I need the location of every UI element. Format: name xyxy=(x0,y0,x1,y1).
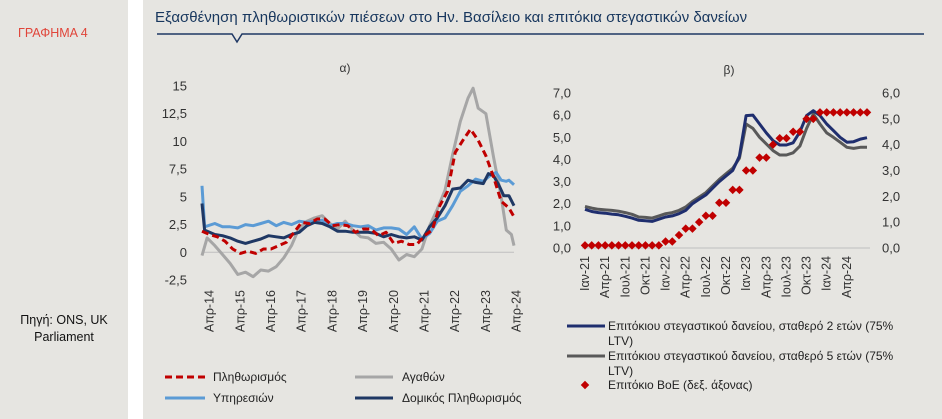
chart-a-x-tick-label: Απρ-18 xyxy=(325,290,339,332)
panel-label-b: β) xyxy=(724,63,735,77)
chart-b-y-tick-label: 5,0 xyxy=(553,130,571,145)
chart-a-x-tick-label: Απρ-16 xyxy=(264,290,278,332)
legend-label-mortgage-5y: Επιτόκιου στεγαστικού δανείου, σταθερό 5… xyxy=(608,349,894,378)
figure-label: ΓΡΑΦΗΜΑ 4 xyxy=(18,26,88,40)
source-note: Πηγή: ONS, UK Parliament xyxy=(0,312,128,346)
legend-label-inflation: Πληθωρισμός xyxy=(213,370,287,384)
chart-a-x-tick-label: Απρ-22 xyxy=(448,290,462,332)
source-line-2: Parliament xyxy=(34,330,94,344)
main-panel xyxy=(143,0,942,419)
chart-b-series-line-1 xyxy=(584,112,867,220)
chart-a-y-tick-label: 7,5 xyxy=(169,162,187,177)
chart-b-x-tick-label: Οκτ-22 xyxy=(719,256,733,295)
page-title: Εξασθένηση πληθωριστικών πιέσεων στο Ην.… xyxy=(155,9,748,26)
chart-b-y2-tick-label: 5,0 xyxy=(882,111,900,126)
chart-b-x-tick-label: Ιαν-22 xyxy=(659,256,673,291)
chart-a-x-tick-label: Απρ-17 xyxy=(295,290,309,332)
chart-b-y2-tick-label: 3,0 xyxy=(882,163,900,178)
chart-b-x-tick-label: Απρ-23 xyxy=(759,256,773,298)
panel-label-a: α) xyxy=(340,61,351,75)
chart-a-series-line-1 xyxy=(200,86,516,279)
chart-a-y-tick-label: 12,5 xyxy=(162,106,187,121)
chart-a-x-tick-label: Απρ-24 xyxy=(510,290,524,332)
chart-a-x-tick-label: Απρ-23 xyxy=(479,290,493,332)
chart-b-y2-ticks: 6,0 5,0 4,0 3,0 2,0 1,0 0,0 xyxy=(882,86,900,256)
sidebar: ΓΡΑΦΗΜΑ 4 Πηγή: ONS, UK Parliament xyxy=(0,0,128,419)
chart-b-y2-tick-label: 2,0 xyxy=(882,189,900,204)
chart-a-x-tick-label: Απρ-20 xyxy=(387,290,401,332)
legend-label-housing: Δομικός Πληθωρισμός xyxy=(402,391,522,405)
chart-b-y-tick-label: 2,0 xyxy=(553,196,571,211)
chart-a-y-tick-label: 2,5 xyxy=(169,217,187,232)
chart-b-x-tick-label: Απρ-21 xyxy=(598,256,612,298)
chart-b-y-tick-label: 0,0 xyxy=(553,241,571,256)
chart-b-x-tick-label: Ιαν-23 xyxy=(739,256,753,291)
chart-b-y-ticks: 7,0 6,0 5,0 4,0 3,0 2,0 1,0 0,0 xyxy=(553,86,870,256)
chart-b-x-tick-label: Ιουλ-21 xyxy=(618,256,632,298)
chart-b-y-tick-label: 7,0 xyxy=(553,86,571,101)
chart-a-y-tick-label: 0 xyxy=(180,245,187,260)
chart-a-series-line-3 xyxy=(200,172,516,245)
source-line-1: Πηγή: ONS, UK xyxy=(20,313,108,327)
legend-swatch-boe xyxy=(580,380,590,390)
chart-b-y2-tick-label: 4,0 xyxy=(882,137,900,152)
chart-a-y-tick-label: -2,5 xyxy=(165,273,187,288)
chart-a-x-ticks: Απρ-14 Απρ-15 Απρ-16 Απρ-17 Απρ-18 Απρ-19 Απρ-… xyxy=(203,290,524,332)
legend-label-mortgage-2y: Επιτόκιου στεγαστικού δανείου, σταθερό 2… xyxy=(608,319,894,348)
chart-b-x-tick-label: Ιουλ-23 xyxy=(779,256,793,298)
chart-a-x-tick-label: Απρ-21 xyxy=(417,290,431,332)
chart-b-y2-tick-label: 0,0 xyxy=(882,241,900,256)
chart-b-y-tick-label: 3,0 xyxy=(553,174,571,189)
chart-b-y-tick-label: 6,0 xyxy=(553,108,571,123)
chart-b-y2-tick-label: 6,0 xyxy=(882,86,900,101)
chart-a-series xyxy=(200,86,516,279)
title-underline xyxy=(157,33,924,44)
chart-a-y-tick-label: 10 xyxy=(173,134,187,149)
chart-b-y-tick-label: 1,0 xyxy=(553,218,571,233)
chart-b-y2-tick-label: 1,0 xyxy=(882,215,900,230)
chart-b-x-tick-label: Απρ-24 xyxy=(840,256,854,298)
chart-a-series-line-2 xyxy=(200,171,515,241)
chart-a-y-tick-label: 15 xyxy=(173,79,187,94)
chart-a-y-tick-label: 5 xyxy=(180,189,187,204)
legend-label-goods: Αγαθών xyxy=(402,370,445,384)
chart-b-x-tick-label: Οκτ-21 xyxy=(638,256,652,295)
legend-label-boe: Επιτόκιο BoE (δεξ. άξονας) xyxy=(608,378,753,392)
chart-b-x-tick-label: Οκτ-23 xyxy=(800,256,814,295)
title-underline-line xyxy=(157,33,924,44)
chart-a-series-line-0 xyxy=(201,127,516,255)
chart-a-x-tick-label: Απρ-14 xyxy=(203,290,217,332)
chart-b-x-tick-label: Ιαν-24 xyxy=(820,256,834,291)
chart-b-y-tick-label: 4,0 xyxy=(553,152,571,167)
chart-b-x-ticks: Ιαν-21 Απρ-21 Ιουλ-21 Οκτ-21 Ιαν-22 Απρ-22 Ιου… xyxy=(578,256,854,298)
legend-label-services: Υπηρεσιών xyxy=(213,391,274,405)
chart-b-x-tick-label: Ιουλ-22 xyxy=(699,256,713,298)
chart-a-x-tick-label: Απρ-19 xyxy=(356,290,370,332)
chart-b-x-tick-label: Απρ-22 xyxy=(679,256,693,298)
chart-b-x-tick-label: Ιαν-21 xyxy=(578,256,592,291)
chart-a-x-tick-label: Απρ-15 xyxy=(233,290,247,332)
